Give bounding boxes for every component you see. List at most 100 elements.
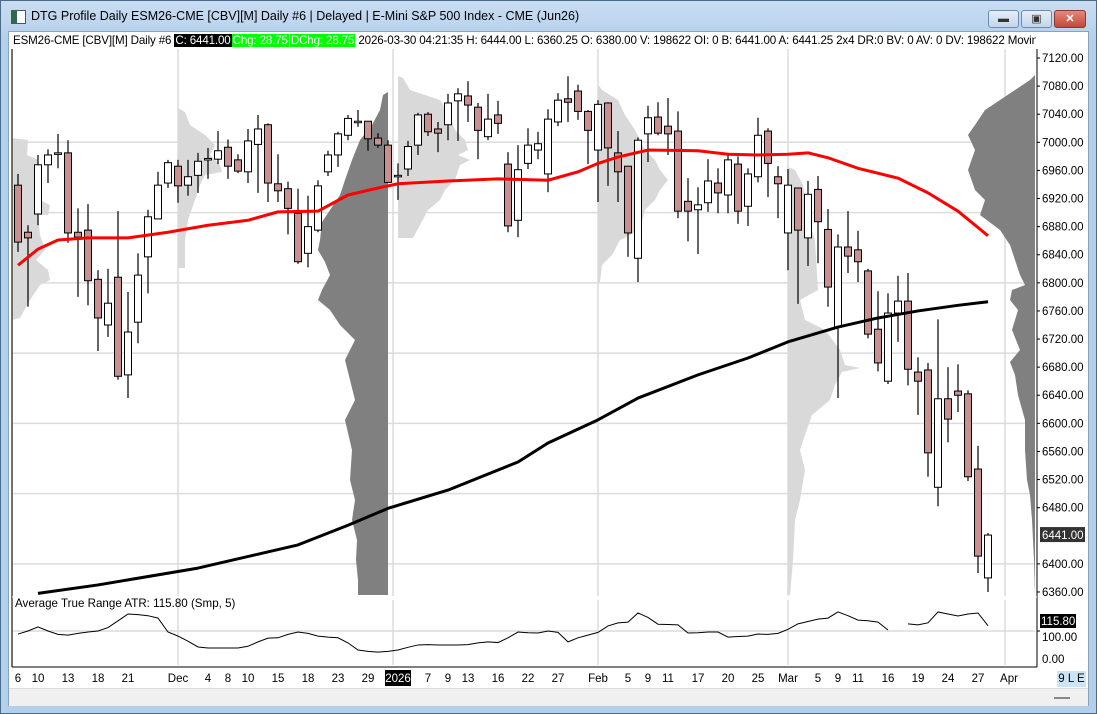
candle[interactable] (244, 128, 252, 184)
candle[interactable] (344, 114, 352, 141)
candle[interactable] (664, 98, 672, 155)
candle[interactable] (954, 364, 962, 413)
candle[interactable] (854, 230, 862, 283)
candle[interactable] (204, 147, 212, 179)
candle[interactable] (294, 188, 302, 264)
candle[interactable] (144, 209, 152, 294)
candle[interactable] (684, 178, 692, 242)
candle[interactable] (814, 176, 822, 264)
candle[interactable] (774, 166, 782, 219)
candle[interactable] (334, 131, 342, 167)
candle[interactable] (904, 272, 912, 386)
candle[interactable] (894, 275, 902, 342)
candle[interactable] (504, 152, 512, 233)
scale-mode-button[interactable]: 9 L E (1057, 671, 1086, 687)
candle[interactable] (254, 114, 262, 193)
candle[interactable] (14, 173, 22, 252)
candle[interactable] (734, 156, 742, 224)
candle[interactable] (884, 293, 892, 385)
candle[interactable] (714, 168, 722, 214)
candle[interactable] (724, 152, 732, 214)
candle[interactable] (644, 105, 652, 162)
candle[interactable] (214, 131, 222, 165)
candle[interactable] (964, 390, 972, 481)
candle[interactable] (584, 109, 592, 165)
candle[interactable] (474, 102, 482, 160)
close-button[interactable]: ✕ (1054, 10, 1086, 28)
candle[interactable] (864, 268, 872, 339)
candle[interactable] (64, 140, 72, 243)
candle[interactable] (274, 154, 282, 203)
candle[interactable] (694, 187, 702, 255)
candle[interactable] (914, 357, 922, 415)
candle[interactable] (84, 204, 92, 306)
candle[interactable] (94, 270, 102, 351)
candle[interactable] (154, 171, 162, 220)
candle[interactable] (804, 180, 812, 266)
candle[interactable] (494, 100, 502, 134)
candle[interactable] (134, 253, 142, 344)
candle[interactable] (74, 208, 82, 297)
candle[interactable] (484, 93, 492, 141)
candle[interactable] (224, 139, 232, 179)
candle[interactable] (874, 291, 882, 372)
candle[interactable] (174, 159, 182, 203)
candle[interactable] (374, 133, 382, 148)
candle[interactable] (794, 187, 802, 304)
candle[interactable] (124, 291, 132, 399)
candle[interactable] (424, 112, 432, 136)
candle[interactable] (44, 149, 52, 184)
candle[interactable] (314, 180, 322, 233)
candle[interactable] (634, 137, 642, 283)
candle[interactable] (944, 367, 952, 443)
candle[interactable] (544, 109, 552, 193)
candle[interactable] (924, 362, 932, 477)
candle[interactable] (934, 319, 942, 507)
candle[interactable] (784, 169, 792, 271)
candle[interactable] (984, 532, 992, 592)
candle[interactable] (434, 121, 442, 153)
candle[interactable] (234, 154, 242, 174)
candle[interactable] (394, 163, 402, 200)
candle[interactable] (304, 195, 312, 268)
candle[interactable] (264, 123, 272, 203)
candle[interactable] (104, 268, 112, 337)
candle[interactable] (614, 131, 622, 203)
candle[interactable] (564, 76, 572, 122)
candle[interactable] (164, 159, 172, 188)
candle[interactable] (464, 81, 472, 122)
candle[interactable] (524, 128, 532, 170)
candle[interactable] (764, 128, 772, 198)
candle[interactable] (754, 117, 762, 183)
minimize-button[interactable]: ▬ (988, 10, 1019, 28)
candle[interactable] (194, 152, 202, 193)
candle[interactable] (364, 120, 372, 151)
candle[interactable] (654, 102, 662, 136)
candle[interactable] (184, 159, 192, 196)
candle[interactable] (354, 109, 362, 127)
candle[interactable] (974, 445, 982, 574)
candle[interactable] (54, 133, 62, 169)
candle[interactable] (554, 93, 562, 127)
candle[interactable] (594, 100, 602, 203)
candle[interactable] (384, 140, 392, 184)
candle[interactable] (574, 84, 582, 120)
candle[interactable] (24, 225, 32, 307)
candle[interactable] (534, 131, 542, 160)
candle[interactable] (284, 181, 292, 235)
candle[interactable] (604, 102, 612, 186)
candle[interactable] (414, 112, 422, 155)
candle[interactable] (444, 93, 452, 141)
candle[interactable] (514, 145, 522, 238)
candle[interactable] (34, 154, 42, 226)
candle[interactable] (844, 211, 852, 273)
candle[interactable] (454, 88, 462, 141)
candle[interactable] (324, 150, 332, 177)
maximize-button[interactable]: ▣ (1021, 10, 1052, 28)
title-bar[interactable]: DTG Profile Daily ESM26-CME [CBV][M] Dai… (0, 0, 1097, 31)
candle[interactable] (674, 111, 682, 219)
resize-grip-icon[interactable] (1054, 697, 1070, 699)
candle[interactable] (404, 140, 412, 177)
candle[interactable] (704, 159, 712, 212)
